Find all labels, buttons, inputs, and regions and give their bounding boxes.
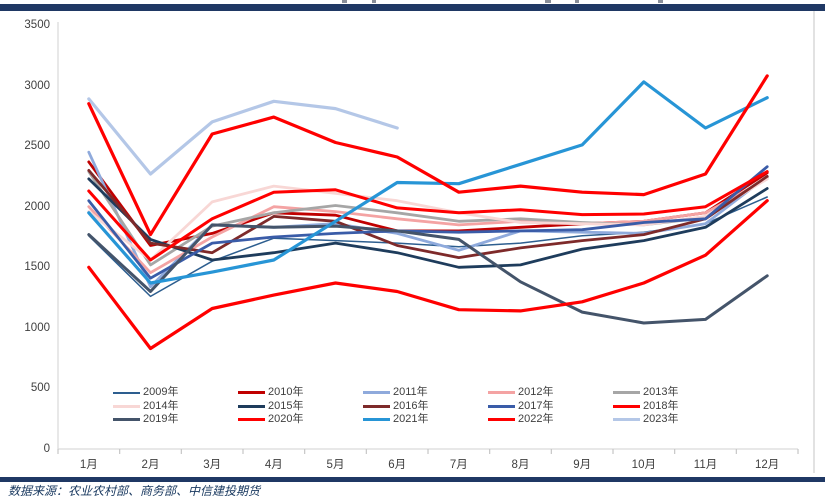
x-tick-label: 8月 (511, 459, 530, 471)
legend-swatch (488, 404, 515, 408)
legend-item-2016: 2016年 (363, 400, 428, 413)
y-tick-label: 1500 (24, 261, 50, 274)
x-tick-label: 2月 (141, 459, 160, 471)
legend-item-2023: 2023年 (613, 413, 678, 426)
x-tick-label: 5月 (326, 459, 345, 471)
x-tick-label: 4月 (264, 459, 283, 471)
legend-item-2021: 2021年 (363, 413, 428, 426)
legend-item-2019: 2019年 (113, 413, 178, 426)
x-tick-label: 9月 (573, 459, 592, 471)
legend-label: 2017年 (518, 399, 554, 412)
legend-label: 2023年 (643, 413, 679, 425)
legend-label: 2021年 (393, 413, 429, 425)
x-tick-label: 6月 (388, 459, 407, 471)
clipped-text-fragment (372, 0, 376, 3)
legend-item-2020: 2020年 (238, 413, 303, 426)
clipped-text-fragment (342, 0, 347, 3)
legend-swatch (363, 391, 390, 394)
pane-divider (813, 11, 815, 473)
series-line-2015 (87, 177, 769, 269)
bottom-divider-bar (0, 477, 825, 482)
legend-label: 2010年 (268, 386, 304, 398)
legend-item-2022: 2022年 (488, 413, 553, 426)
source-note: 数据来源：农业农村部、商务部、中信建投期货 (8, 484, 261, 498)
legend-label: 2012年 (518, 386, 554, 398)
series-line-2020 (87, 199, 769, 351)
legend-swatch (238, 391, 265, 394)
top-divider-bar (0, 4, 825, 11)
legend-label: 2018年 (643, 399, 679, 412)
series-line-2012 (87, 177, 769, 275)
legend-item-2010: 2010年 (238, 386, 303, 399)
legend-swatch (238, 404, 265, 408)
legend-item-2012: 2012年 (488, 386, 553, 399)
legend-item-2011: 2011年 (363, 386, 428, 399)
series-line-2014 (87, 177, 769, 262)
legend-label: 2020年 (268, 413, 304, 425)
x-tick-label: 10月 (631, 459, 656, 471)
legend-swatch (613, 404, 640, 408)
legend-label: 2009年 (143, 386, 179, 398)
series-line-2023 (87, 97, 399, 176)
y-tick-label: 0 (43, 443, 50, 455)
legend-swatch (113, 418, 140, 421)
legend-label: 2019年 (143, 413, 179, 425)
legend-label: 2013年 (643, 386, 679, 398)
legend-swatch (113, 391, 140, 394)
y-tick-label: 1000 (24, 321, 50, 334)
legend-label: 2022年 (518, 413, 554, 425)
clipped-header-strip (0, 0, 825, 4)
legend-item-2014: 2014年 (113, 400, 178, 413)
seasonal-line-chart[interactable]: 0 500 1000 1500 2000 2500 3000 3500 1月 2月 3月 4月 5月 6… (0, 0, 825, 477)
series-line-2022 (87, 74, 769, 237)
y-tick-label: 2000 (24, 200, 50, 213)
x-tick-label: 1月 (79, 459, 98, 471)
plot-canvas (57, 22, 799, 454)
legend-label: 2015年 (268, 399, 304, 412)
y-tick-label: 500 (30, 382, 50, 395)
y-tick-label: 2500 (24, 140, 50, 153)
x-tick-label: 3月 (203, 459, 222, 471)
legend-swatch (113, 404, 140, 408)
legend-label: 2014年 (143, 399, 179, 412)
x-tick-label: 7月 (449, 459, 468, 471)
legend-swatch (238, 418, 265, 421)
legend-swatch (363, 404, 390, 408)
legend-label: 2011年 (393, 386, 428, 398)
legend-item-2013: 2013年 (613, 386, 678, 399)
legend-item-2015: 2015年 (238, 400, 303, 413)
legend-swatch (613, 391, 640, 394)
clipped-text-fragment (658, 0, 663, 3)
legend-item-2018: 2018年 (613, 400, 678, 413)
series-line-2021 (87, 80, 769, 285)
y-tick-label: 3500 (24, 19, 50, 31)
y-tick-label: 3000 (24, 79, 50, 92)
legend-item-2017: 2017年 (488, 400, 553, 413)
x-tick-label: 11月 (693, 459, 718, 471)
x-tick-label: 12月 (755, 459, 780, 471)
legend-swatch (488, 418, 515, 421)
series-line-2019 (87, 223, 769, 325)
clipped-text-fragment (545, 0, 551, 3)
legend-swatch (613, 418, 640, 421)
legend-swatch (488, 391, 515, 394)
legend-swatch (363, 418, 390, 421)
legend-item-2009: 2009年 (113, 386, 178, 399)
series-line-2018 (87, 170, 769, 262)
series-line-2017 (87, 165, 769, 280)
legend-label: 2016年 (393, 399, 429, 412)
series-line-2016 (87, 168, 769, 260)
clipped-text-fragment (575, 0, 579, 3)
